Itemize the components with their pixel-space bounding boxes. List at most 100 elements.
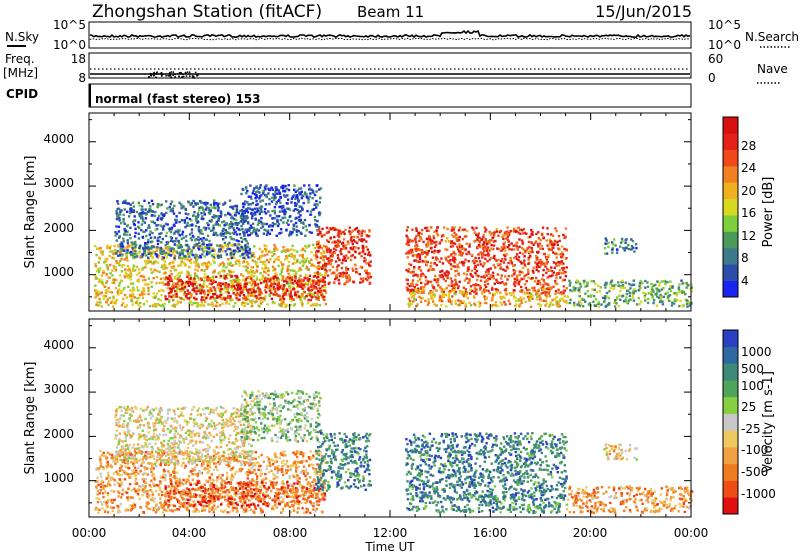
power-data-cell <box>219 294 222 297</box>
power-data-cell <box>311 263 314 266</box>
power-data-cell <box>231 223 234 226</box>
power-data-cell <box>104 295 108 298</box>
power-data-cell <box>462 294 466 298</box>
power-data-cell <box>553 242 556 245</box>
power-data-cell <box>425 243 428 246</box>
power-data-cell <box>408 303 412 306</box>
power-data-cell <box>172 294 175 297</box>
power-data-cell <box>143 292 146 296</box>
power-data-cell <box>464 288 468 291</box>
power-data-cell <box>652 284 655 287</box>
power-data-cell <box>180 237 183 241</box>
velocity-data-cell <box>192 495 195 498</box>
power-data-cell <box>288 254 292 257</box>
power-data-cell <box>266 267 270 270</box>
power-data-cell <box>554 290 558 293</box>
power-data-cell <box>311 287 315 290</box>
power-data-cell <box>415 249 418 252</box>
power-data-cell <box>186 289 189 292</box>
power-data-cell <box>299 274 302 277</box>
power-data-cell <box>529 297 532 300</box>
power-data-cell <box>227 286 230 289</box>
power-data-cell <box>264 266 267 270</box>
freq-tick-high: 18 <box>71 52 86 66</box>
power-data-cell <box>267 284 270 287</box>
power-data-cell <box>164 283 168 286</box>
power-data-cell <box>223 224 226 227</box>
power-data-cell <box>503 232 507 235</box>
power-data-cell <box>218 248 221 251</box>
power-data-cell <box>515 241 518 244</box>
power-data-cell <box>320 235 324 238</box>
power-data-cell <box>466 297 470 300</box>
power-data-cell <box>316 287 319 290</box>
power-data-cell <box>652 290 655 293</box>
power-data-cell <box>162 228 165 231</box>
power-data-cell <box>95 289 98 293</box>
power-data-cell <box>562 299 565 302</box>
power-data-cell <box>505 265 509 268</box>
freq-dip-point <box>181 73 184 76</box>
power-data-cell <box>430 246 433 250</box>
power-data-cell <box>215 201 218 205</box>
power-data-cell <box>298 254 302 257</box>
power-data-cell <box>542 274 545 277</box>
power-data-cell <box>681 305 685 308</box>
power-data-cell <box>308 187 312 190</box>
power-data-cell <box>126 241 130 245</box>
power-data-cell <box>657 296 661 299</box>
power-data-cell <box>481 291 484 294</box>
power-data-cell <box>597 305 601 309</box>
power-data-cell <box>231 270 234 274</box>
power-colorbar-cell <box>723 198 738 216</box>
power-data-cell <box>308 274 312 278</box>
power-data-cell <box>229 299 232 302</box>
power-data-cell <box>318 290 322 294</box>
power-data-cell <box>179 278 182 282</box>
power-data-cell <box>224 250 227 253</box>
power-data-cell <box>129 203 132 206</box>
power-data-cell <box>224 285 227 288</box>
power-data-cell <box>651 296 655 300</box>
power-colorbar-cell <box>723 280 738 298</box>
power-data-cell <box>282 301 285 304</box>
power-data-cell <box>201 215 204 218</box>
power-data-cell <box>167 227 171 230</box>
power-data-cell <box>433 241 436 244</box>
power-data-cell <box>264 296 267 299</box>
power-data-cell <box>490 305 493 308</box>
power-data-cell <box>218 224 222 227</box>
power-data-cell <box>450 267 453 271</box>
power-data-cell <box>553 252 557 255</box>
power-data-cell <box>457 299 460 302</box>
power-data-cell <box>514 296 517 300</box>
power-data-cell <box>153 296 157 299</box>
power-data-cell <box>292 209 295 212</box>
power-data-cell <box>277 278 281 281</box>
power-data-cell <box>413 248 416 251</box>
power-data-cell <box>137 201 140 204</box>
power-data-cell <box>206 293 210 297</box>
power-data-cell <box>360 266 364 269</box>
power-data-cell <box>261 300 264 303</box>
power-data-cell <box>426 242 430 245</box>
power-data-cell <box>509 256 512 260</box>
power-data-cell <box>94 275 97 278</box>
power-data-cell <box>272 277 275 280</box>
power-data-cell <box>220 293 224 296</box>
freq-dip-point <box>159 72 162 75</box>
power-data-cell <box>368 230 371 233</box>
power-data-cell <box>222 232 225 236</box>
power-data-cell <box>283 190 287 193</box>
power-data-cell <box>452 257 455 260</box>
power-data-cell <box>173 268 176 272</box>
power-data-cell <box>212 275 215 278</box>
power-data-cell <box>169 287 172 290</box>
power-data-cell <box>230 287 233 290</box>
power-data-cell <box>295 282 299 285</box>
power-data-cell <box>661 300 664 303</box>
power-data-cell <box>312 303 315 306</box>
power-colorbar-cell <box>723 182 738 200</box>
power-data-cell <box>243 304 246 308</box>
velocity-data-cell <box>146 455 149 458</box>
